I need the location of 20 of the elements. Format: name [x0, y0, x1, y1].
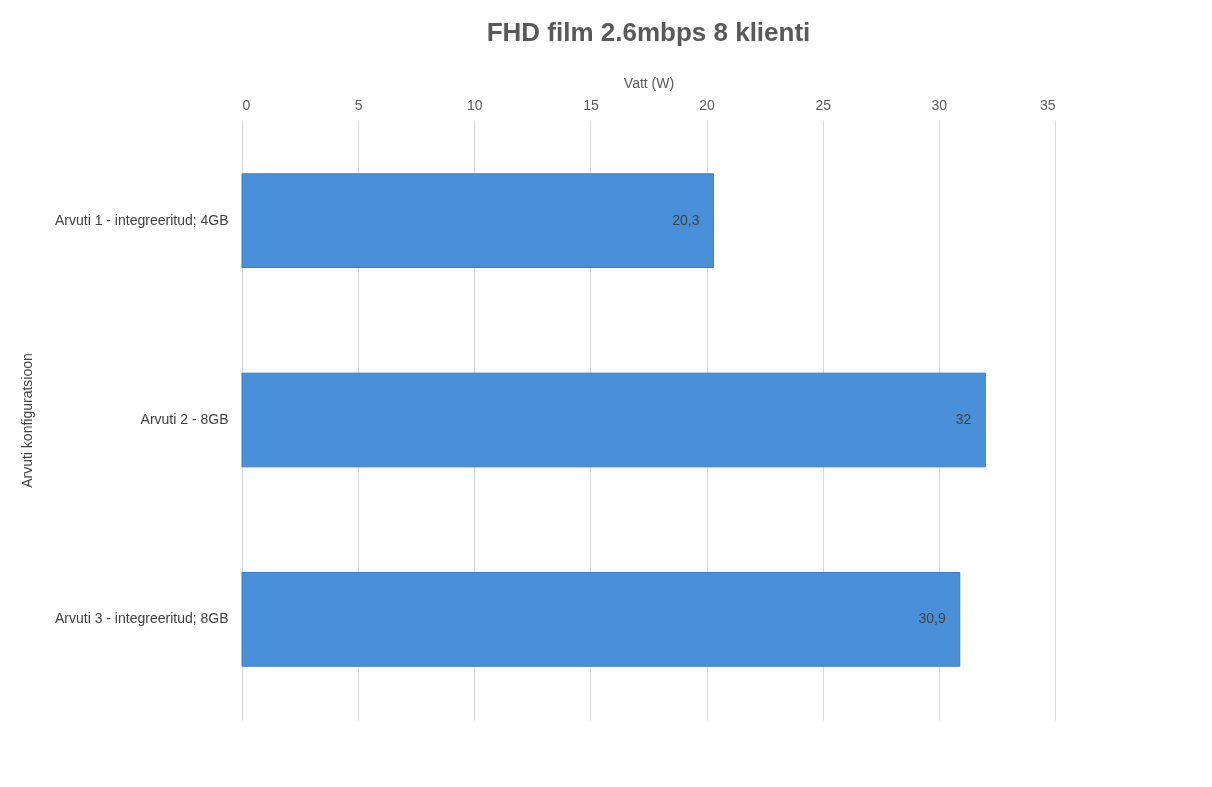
- y-tick-label: Arvuti 1 - integreeritud; 4GB: [54, 211, 229, 228]
- x-tick-label: 35: [1039, 96, 1056, 113]
- data-label: 20,3: [672, 211, 700, 228]
- x-tick-label: 5: [354, 96, 363, 113]
- x-tick-label: 20: [699, 96, 716, 113]
- bar: [241, 372, 986, 468]
- x-tick-label: 0: [242, 96, 251, 113]
- bar: [241, 173, 715, 269]
- data-label: 30,9: [918, 610, 946, 627]
- x-tick-label: 10: [467, 96, 483, 113]
- x-tick-label: 15: [583, 96, 599, 113]
- y-axis-title: Arvuti konfiguratsioon: [18, 353, 35, 488]
- y-tick-label: Arvuti 3 - integreeritud; 8GB: [54, 610, 229, 627]
- chart-title: FHD film 2.6mbps 8 klienti: [486, 17, 811, 47]
- y-tick-label: Arvuti 2 - 8GB: [140, 411, 229, 427]
- x-axis-title: Vatt (W): [623, 74, 675, 91]
- x-tick-label: 25: [815, 96, 832, 113]
- x-tick-label: 30: [931, 96, 948, 113]
- bar: [241, 571, 961, 667]
- data-label: 32: [955, 411, 972, 427]
